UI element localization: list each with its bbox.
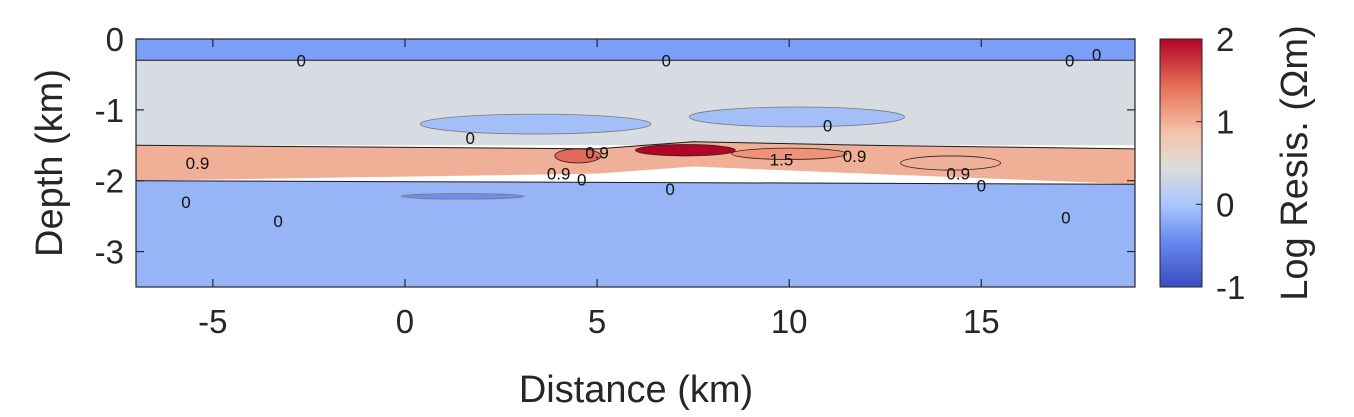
colorbar (1159, 38, 1203, 288)
contour-label: 0.9 (186, 154, 210, 173)
contour-label: 0 (977, 177, 986, 196)
colorbar-tick-label: 2 (1216, 21, 1234, 58)
resistive-peak-2 (900, 155, 1001, 171)
layer-lower (136, 180, 1135, 287)
conductor-1 (688, 106, 905, 128)
colorbar-tick-label: 0 (1216, 186, 1234, 223)
x-tick-label: 10 (771, 303, 808, 340)
colorbar-tick-label: -1 (1216, 269, 1245, 306)
contour-label: 0 (181, 193, 190, 212)
contour-label: 0.9 (585, 143, 609, 162)
resistive-peak-0 (635, 144, 736, 157)
contour-label: 0 (1061, 209, 1070, 228)
contour-label: 0.9 (843, 147, 867, 166)
y-axis-label: Depth (km) (29, 69, 71, 257)
contour-label: 0 (273, 212, 282, 231)
colorbar-tick-label: 1 (1216, 104, 1234, 141)
contour-label: 0.9 (547, 165, 571, 184)
plot-frame (135, 38, 1136, 288)
layer-upper (136, 60, 1135, 146)
x-tick-label: 15 (963, 303, 1000, 340)
conductor-2 (400, 193, 525, 200)
conductor-0 (419, 113, 652, 135)
resistive-peak-3 (731, 147, 848, 160)
contour-label: 0 (577, 170, 586, 189)
contour-label: 0 (466, 129, 475, 148)
x-tick-label: 5 (588, 303, 606, 340)
contour-label: 0 (1065, 51, 1074, 70)
y-tick-label: -3 (95, 234, 124, 271)
y-tick-label: -2 (95, 163, 124, 200)
contour-line-2 (136, 141, 1135, 150)
colorbar-ticks: -1 0 1 2 (1196, 21, 1245, 306)
contour-label: 0 (823, 116, 832, 135)
layer-surface (136, 39, 1135, 61)
y-tick-label: -1 (95, 92, 124, 129)
contour-label: 1.5 (770, 150, 794, 169)
x-tick-label: -5 (198, 303, 227, 340)
contour-label: 0 (665, 180, 674, 199)
resistivity-field (136, 39, 1135, 287)
contour-label: 0.9 (946, 165, 970, 184)
contour-lines (136, 59, 1135, 185)
contour-label: 0 (662, 51, 671, 70)
contour-line-3 (136, 180, 1135, 185)
contour-label: 0 (296, 51, 305, 70)
x-axis-ticks: -5 0 5 10 15 (198, 39, 1000, 340)
layer-resistive (136, 141, 1135, 185)
y-tick-label: 0 (106, 21, 124, 58)
colorbar-label: Log Resis. (Ωm) (1274, 25, 1316, 300)
y-axis-ticks: 0 -1 -2 -3 (95, 21, 1135, 271)
x-axis-label: Distance (km) (519, 369, 753, 411)
contour-label: 0 (1092, 46, 1101, 65)
x-tick-label: 0 (396, 303, 414, 340)
